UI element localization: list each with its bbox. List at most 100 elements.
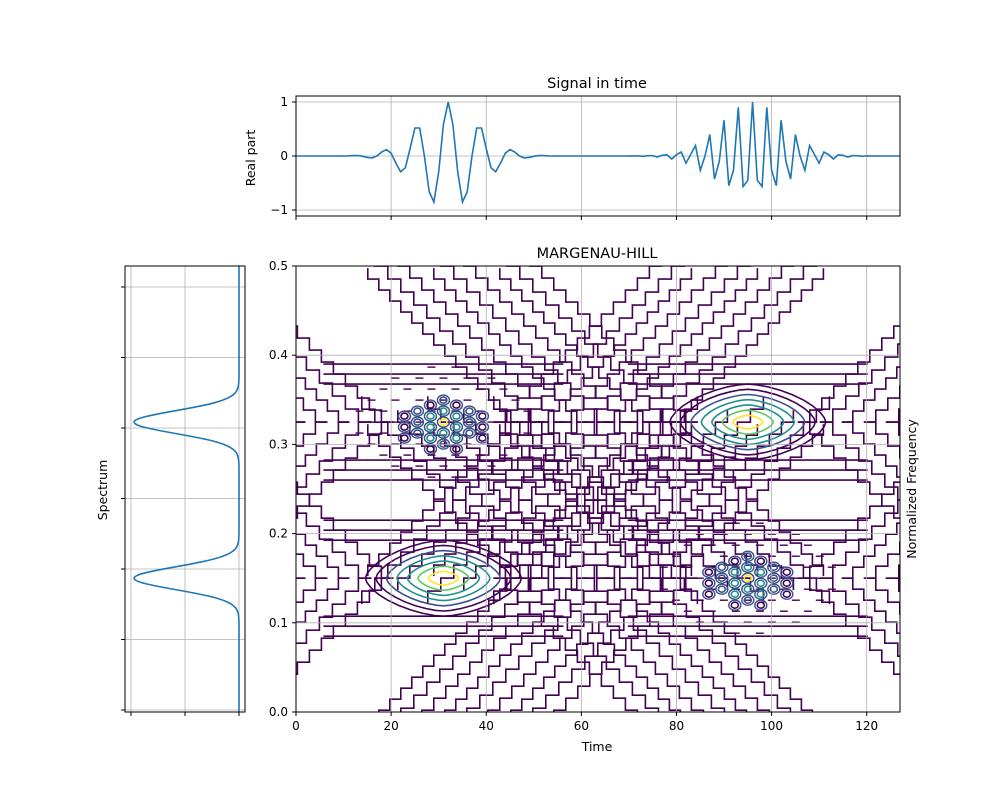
tfr-background-contour [493, 266, 663, 423]
tfr-background-contour [537, 268, 693, 423]
tfr-crossterm-hex [754, 599, 768, 611]
tfr-crossterm-core [439, 418, 448, 426]
signal-ytick-label: −1 [270, 203, 288, 217]
tfr-background-contour [463, 266, 632, 423]
tfr-crossterm-hex [423, 399, 438, 411]
tfr-panel: MARGENAU-HILL 0 20 40 60 80 100 120 0.0 0.1 0.2 0.… [269, 246, 919, 754]
tfr-frame [295, 265, 901, 713]
tfr-background-contour [440, 266, 610, 423]
tfr-crossterm-core [465, 407, 474, 415]
tfr-crossterm-hex [728, 588, 742, 600]
tfr-crossterm-hex [741, 572, 755, 584]
signal-panel: Signal in time Real part −1 0 1 [243, 76, 901, 220]
tfr-autoterm-contour [417, 565, 470, 592]
tfr-background-contour [625, 266, 795, 423]
tfr-xtick-label: 80 [669, 719, 684, 733]
tfr-background-contour [797, 577, 900, 675]
spectrum-frame [124, 265, 246, 713]
tfr-crossterm-core [439, 429, 448, 437]
tfr-crossterm-hex [715, 572, 729, 584]
tfr-crossterm-core [465, 429, 474, 437]
tfr-background-contour [863, 541, 900, 579]
tfr-background-contour [841, 577, 900, 634]
tfr-xlabel: Time [581, 739, 613, 754]
tfr-crossterm-core [756, 601, 766, 610]
tfr-autoterm-contour [375, 544, 512, 612]
signal-ytick-label: 1 [280, 95, 288, 109]
tfr-background-contour [559, 421, 729, 591]
tfr-crossterm-core [743, 574, 753, 583]
tfr-crossterm-hex [436, 416, 451, 428]
spectrum-line [133, 266, 240, 712]
tfr-crossterm-hex [780, 566, 794, 578]
tfr-crossterm-core [743, 585, 753, 594]
tfr-xtick-label: 100 [760, 719, 783, 733]
tfr-crossterm-core [756, 579, 766, 588]
tfr-crossterm-hex [436, 405, 451, 417]
tfr-crossterm-hex [397, 432, 412, 444]
tfr-xtick-label: 120 [855, 719, 878, 733]
tfr-crossterm-hex [715, 561, 729, 573]
tfr-crossterm-core [426, 401, 435, 409]
tfr-crossterm-hex [475, 421, 490, 433]
tfr-background-contour [863, 421, 900, 459]
tfr-background-contour [296, 577, 372, 644]
tfr-crossterm-hex [410, 427, 425, 439]
spectrum-ylabel: Spectrum [95, 460, 110, 521]
tfr-background-contour [529, 266, 698, 423]
tfr-crossterm-core [426, 445, 435, 453]
tfr-background-contour [367, 424, 522, 579]
tfr-crossterm-core [769, 585, 779, 594]
tfr-crossterm-hex [397, 421, 412, 433]
tfr-background-contour [581, 396, 765, 579]
tfr-ytick-label: 0.5 [269, 259, 288, 273]
tfr-crossterm-hex [780, 577, 794, 589]
tfr-background-contour [506, 266, 676, 423]
tfr-crossterm-hex [702, 577, 716, 589]
tfr-crossterm-hex [741, 550, 755, 562]
tfr-background-contour [493, 577, 639, 712]
tfr-crossterm-core [730, 601, 740, 610]
tfr-ytick-label: 0.1 [269, 616, 288, 630]
tfr-background-contour [510, 577, 654, 712]
tfr-title: MARGENAU-HILL [537, 246, 658, 262]
tfr-background-contour [296, 377, 350, 423]
tfr-crossterm-core [704, 590, 714, 599]
tfr-crossterm-core [704, 579, 714, 588]
tfr-background-contour [499, 424, 654, 579]
tfr-background-contour [625, 421, 795, 591]
tfr-crossterm-core [452, 434, 461, 442]
tfr-background-contour [397, 410, 566, 579]
tfr-ylabel: Normalized Frequency [904, 419, 919, 559]
tfr-crossterm-core [426, 434, 435, 442]
tfr-background-contour [819, 499, 900, 579]
tfr-background-contour [529, 410, 698, 579]
tfr-ytick-label: 0.3 [269, 437, 288, 451]
tfr-autoterm-contour [668, 383, 827, 461]
tfr-autoterm-contour [700, 398, 796, 446]
tfr-crossterm-core [769, 574, 779, 583]
tfr-crossterm-hex [754, 577, 768, 589]
tfr-crossterm-core [452, 412, 461, 420]
tfr-autoterm-contour [731, 414, 764, 430]
tfr-xtick-label: 20 [383, 719, 398, 733]
tfr-ytick-label: 0.4 [269, 348, 288, 362]
tfr-autoterm-contour [385, 549, 502, 607]
tfr-crossterm-hex [423, 432, 438, 444]
tfr-crossterm-core [730, 590, 740, 599]
tfr-crossterm-hex [741, 594, 755, 606]
tfr-background-contour [296, 421, 372, 488]
tfr-crossterm-core [756, 557, 766, 566]
tfr-background-contour [819, 343, 900, 423]
tfr-background-contour [625, 577, 771, 712]
tfr-crossterm-core [717, 563, 727, 572]
tfr-background-contour [647, 421, 831, 605]
tfr-crossterm-core [730, 557, 740, 566]
tfr-background-contour [647, 577, 792, 712]
tfr-crossterm-core [413, 418, 422, 426]
tfr-background-contour [515, 266, 686, 423]
tfr-crossterm-hex [728, 577, 742, 589]
tfr-background-contour [296, 533, 350, 579]
tfr-background-contour [647, 266, 818, 423]
